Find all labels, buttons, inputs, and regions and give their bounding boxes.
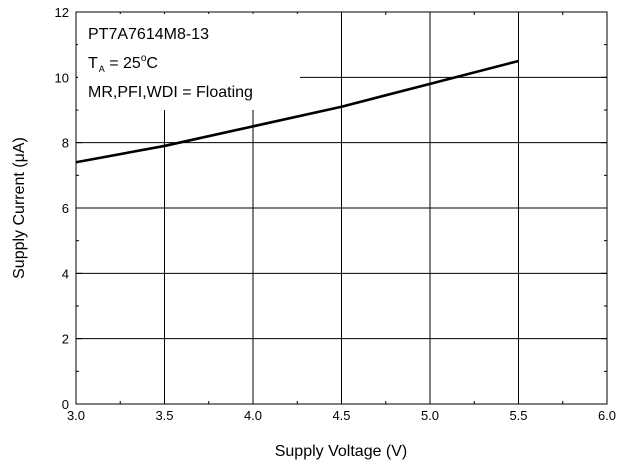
x-tick-label: 5.5 bbox=[509, 408, 527, 423]
annotation-temp-value: = 25 bbox=[105, 55, 141, 72]
y-tick-label: 0 bbox=[62, 397, 69, 412]
y-tick-label: 6 bbox=[62, 201, 69, 216]
annotation-temp-subscript: A bbox=[99, 64, 105, 74]
x-tick-label: 3.5 bbox=[155, 408, 173, 423]
x-axis-title: Supply Voltage (V) bbox=[275, 443, 408, 460]
x-tick-label: 3.0 bbox=[67, 408, 85, 423]
annotation-conditions: MR,PFI,WDI = Floating bbox=[88, 84, 253, 101]
y-tick-label: 12 bbox=[55, 5, 69, 20]
annotation-background bbox=[78, 14, 300, 110]
x-tick-label: 4.0 bbox=[244, 408, 262, 423]
y-tick-label: 4 bbox=[62, 266, 69, 281]
x-tick-label: 6.0 bbox=[598, 408, 616, 423]
y-tick-label: 2 bbox=[62, 332, 69, 347]
annotation-temperature: TA = 25oC bbox=[88, 53, 158, 74]
tick-labels: 3.0 3.5 4.0 4.5 5.0 5.5 6.0 0 2 4 6 8 10 12 bbox=[55, 5, 617, 423]
data-series bbox=[75, 59, 519, 164]
y-tick-label: 10 bbox=[55, 70, 69, 85]
series-line bbox=[75, 59, 519, 164]
plot-frame bbox=[75, 11, 608, 405]
annotation-temp-degree: o bbox=[141, 53, 147, 64]
annotation-temp-unit: C bbox=[146, 55, 158, 72]
y-tick-label: 8 bbox=[62, 136, 69, 151]
annotation-device: PT7A7614M8-13 bbox=[88, 26, 209, 43]
x-tick-label: 4.5 bbox=[332, 408, 350, 423]
annotation-temp-prefix: T bbox=[88, 55, 98, 72]
grid-lines bbox=[76, 12, 607, 404]
x-tick-label: 5.0 bbox=[421, 408, 439, 423]
y-axis-title: Supply Current (μA) bbox=[11, 137, 28, 279]
